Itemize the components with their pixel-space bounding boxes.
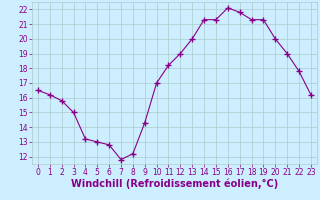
X-axis label: Windchill (Refroidissement éolien,°C): Windchill (Refroidissement éolien,°C)	[71, 179, 278, 189]
